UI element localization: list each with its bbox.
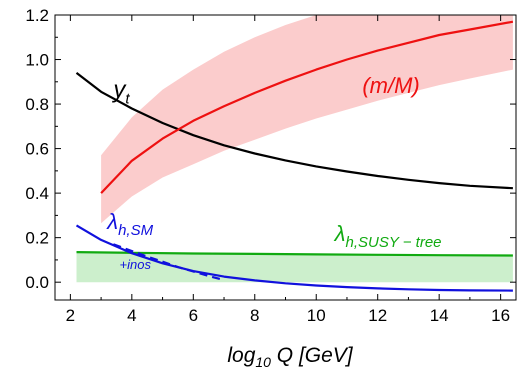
annotation-main: λ xyxy=(106,209,118,234)
annotation-main: y xyxy=(111,76,127,103)
x-axis-title-rest: Q [GeV] xyxy=(271,344,354,367)
y-tick-label-3: 0.6 xyxy=(25,140,49,159)
x-axis-title-sub: 10 xyxy=(255,354,271,370)
band-1-m-m xyxy=(101,15,513,224)
x-axis-title-main: log xyxy=(227,344,255,367)
series-line-2-h-susy-tree xyxy=(76,251,513,257)
x-tick-label-12: 12 xyxy=(368,306,387,325)
y-tick-label-6: 1.2 xyxy=(25,6,49,25)
series-line-1-m-m xyxy=(100,20,514,194)
x-tick-label-2: 2 xyxy=(66,306,75,325)
annotation-m-m: (m/M) xyxy=(362,73,419,98)
annotation-sub: t xyxy=(125,90,130,107)
x-tick-label-4: 4 xyxy=(127,306,136,325)
annotation-h-susy-tree: λh,SUSY − tree xyxy=(334,221,442,251)
annotation-main: (m/M) xyxy=(362,73,419,98)
x-tick-label-16: 16 xyxy=(491,306,510,325)
annotation-inos: +inos xyxy=(120,257,152,272)
series-line-0-yt xyxy=(75,72,513,190)
x-tick-label-10: 10 xyxy=(307,306,326,325)
annotation-main: λ xyxy=(334,221,346,246)
y-tick-label-0: 0.0 xyxy=(25,273,49,292)
bands-layer xyxy=(76,15,513,283)
lines-layer xyxy=(75,20,514,292)
annotation-yt: yt xyxy=(111,76,130,107)
ticks-layer: 2 4 6 8 10 12 14 16 0.0 0.2 0.4 0.6 0.8 1.0 1.2 xyxy=(25,6,516,325)
x-tick-label-6: 6 xyxy=(189,306,198,325)
annotation-main: +inos xyxy=(120,257,152,272)
x-tick-label-8: 8 xyxy=(250,306,259,325)
x-axis-title: log10 Q [GeV] xyxy=(227,344,353,370)
y-tick-label-5: 1.0 xyxy=(25,51,49,70)
annotation-sub: h,SUSY − tree xyxy=(346,234,442,251)
x-tick-label-14: 14 xyxy=(430,306,449,325)
annotation-h-sm: λh,SM xyxy=(106,209,153,239)
annotation-sub: h,SM xyxy=(118,222,154,239)
series-line-4-inos xyxy=(113,243,225,282)
y-tick-label-1: 0.2 xyxy=(25,229,49,248)
y-tick-label-2: 0.4 xyxy=(25,184,49,203)
band-2-h-susy-tree xyxy=(76,252,513,283)
y-tick-label-4: 0.8 xyxy=(25,95,49,114)
series-line-3-h-sm xyxy=(75,224,513,292)
